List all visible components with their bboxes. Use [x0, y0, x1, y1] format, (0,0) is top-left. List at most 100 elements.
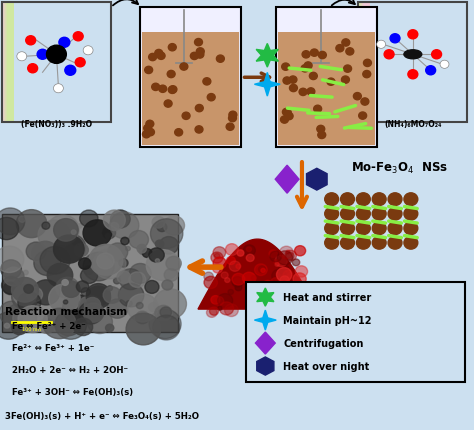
Circle shape — [341, 222, 355, 235]
Circle shape — [119, 259, 128, 267]
Circle shape — [145, 281, 159, 294]
Circle shape — [89, 299, 99, 308]
Circle shape — [129, 272, 146, 288]
Circle shape — [359, 113, 366, 120]
FancyBboxPatch shape — [362, 3, 368, 123]
Circle shape — [404, 222, 418, 235]
Circle shape — [390, 35, 400, 44]
Circle shape — [341, 208, 355, 221]
Circle shape — [129, 231, 148, 249]
Circle shape — [214, 254, 220, 259]
Circle shape — [126, 247, 130, 251]
Circle shape — [276, 301, 282, 307]
Circle shape — [277, 251, 292, 265]
Circle shape — [203, 79, 211, 86]
Text: 3Fe(OH)₃(s) + H⁺ + e⁻ ⇔ Fe₃O₄(s) + 5H₂O: 3Fe(OH)₃(s) + H⁺ + e⁻ ⇔ Fe₃O₄(s) + 5H₂O — [5, 411, 199, 420]
Circle shape — [103, 211, 125, 230]
Circle shape — [301, 65, 309, 73]
Circle shape — [107, 286, 112, 291]
Circle shape — [56, 277, 79, 299]
FancyBboxPatch shape — [5, 3, 11, 123]
Circle shape — [12, 321, 27, 335]
FancyBboxPatch shape — [8, 3, 14, 123]
Polygon shape — [307, 169, 327, 190]
Circle shape — [155, 240, 164, 248]
Circle shape — [110, 211, 130, 228]
Circle shape — [18, 292, 41, 313]
Text: 100 nm: 100 nm — [22, 326, 41, 331]
Circle shape — [295, 266, 308, 277]
Circle shape — [269, 250, 277, 258]
Circle shape — [65, 66, 76, 76]
FancyBboxPatch shape — [7, 3, 14, 123]
Circle shape — [135, 238, 138, 242]
Circle shape — [211, 296, 220, 304]
Circle shape — [258, 266, 266, 273]
FancyBboxPatch shape — [5, 3, 11, 123]
Circle shape — [283, 78, 291, 85]
Circle shape — [275, 256, 287, 267]
Circle shape — [154, 289, 186, 319]
FancyBboxPatch shape — [246, 283, 465, 382]
Circle shape — [280, 247, 293, 259]
Circle shape — [310, 50, 319, 57]
FancyBboxPatch shape — [360, 3, 367, 123]
Circle shape — [83, 253, 114, 281]
Text: Heat over night: Heat over night — [283, 361, 369, 371]
Circle shape — [59, 38, 70, 48]
Circle shape — [155, 306, 172, 321]
Circle shape — [271, 278, 280, 286]
Circle shape — [155, 50, 163, 58]
FancyBboxPatch shape — [4, 3, 11, 123]
Circle shape — [153, 315, 180, 340]
Circle shape — [218, 294, 233, 308]
Circle shape — [388, 237, 402, 249]
Circle shape — [84, 266, 93, 275]
Circle shape — [54, 219, 78, 242]
Circle shape — [57, 310, 62, 314]
Circle shape — [148, 303, 158, 312]
Circle shape — [228, 115, 237, 123]
FancyBboxPatch shape — [142, 34, 238, 146]
Circle shape — [213, 247, 226, 259]
Circle shape — [342, 40, 350, 47]
Circle shape — [255, 301, 268, 313]
Circle shape — [37, 50, 48, 60]
Circle shape — [155, 259, 160, 263]
Circle shape — [117, 271, 130, 284]
Circle shape — [279, 265, 290, 275]
Circle shape — [87, 310, 112, 334]
Circle shape — [211, 252, 223, 264]
Circle shape — [229, 261, 240, 272]
FancyBboxPatch shape — [5, 3, 11, 123]
Circle shape — [319, 52, 326, 59]
Circle shape — [285, 308, 289, 313]
Circle shape — [259, 285, 272, 296]
Polygon shape — [256, 44, 278, 68]
Circle shape — [145, 67, 153, 74]
FancyBboxPatch shape — [3, 3, 9, 123]
Circle shape — [107, 299, 128, 319]
Circle shape — [166, 257, 182, 271]
Circle shape — [83, 220, 112, 246]
Circle shape — [168, 44, 176, 52]
Circle shape — [325, 208, 338, 221]
Circle shape — [106, 324, 114, 332]
Circle shape — [18, 217, 26, 223]
Circle shape — [292, 296, 297, 301]
FancyBboxPatch shape — [359, 3, 365, 123]
Circle shape — [146, 121, 154, 128]
Circle shape — [325, 194, 338, 206]
Circle shape — [225, 304, 238, 317]
Circle shape — [246, 287, 258, 298]
Circle shape — [38, 319, 55, 334]
Circle shape — [285, 251, 296, 261]
Circle shape — [128, 294, 158, 322]
Circle shape — [341, 77, 349, 84]
Circle shape — [227, 257, 235, 265]
Circle shape — [299, 295, 303, 299]
Circle shape — [5, 304, 36, 332]
Circle shape — [325, 237, 338, 249]
Circle shape — [262, 281, 273, 291]
Circle shape — [290, 85, 297, 92]
